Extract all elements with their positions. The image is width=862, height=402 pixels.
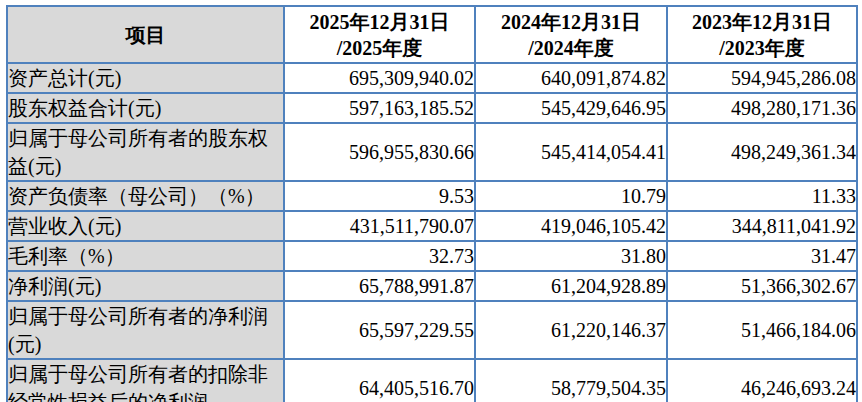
row-label: 资产总计(元) [7,63,284,93]
table-row-debt-ratio: 资产负债率（母公司）（%） 9.53 10.79 11.33 [7,181,857,211]
value-2024: 545,429,646.95 [475,93,667,123]
value-2025: 9.53 [284,181,475,211]
value-2024: 58,779,504.35 [475,359,667,402]
value-2023: 498,280,171.36 [667,93,857,123]
row-label: 归属于母公司所有者的股东权益(元) [7,123,284,181]
header-2024-line2: /2024年度 [476,35,666,61]
value-2023: 31.47 [667,241,857,271]
value-2025: 65,597,229.55 [284,301,475,359]
table-row-gross-margin: 毛利率（%） 32.73 31.80 31.47 [7,241,857,271]
row-label: 毛利率（%） [7,241,284,271]
header-2025: 2025年12月31日 /2025年度 [284,6,475,63]
value-2024: 10.79 [475,181,667,211]
row-label: 归属于母公司所有者的扣除非经常性损益后的净利润 [7,359,284,402]
header-2023-line2: /2023年度 [668,35,856,61]
value-2025: 32.73 [284,241,475,271]
header-2023-line1: 2023年12月31日 [668,9,856,35]
header-2023: 2023年12月31日 /2023年度 [667,6,857,63]
table-row-parent-equity: 归属于母公司所有者的股东权益(元) 596,955,830.66 545,414… [7,123,857,181]
row-label: 归属于母公司所有者的净利润(元) [7,301,284,359]
header-2025-line2: /2025年度 [285,35,474,61]
table-row-net-profit: 净利润(元) 65,788,991.87 61,204,928.89 51,36… [7,271,857,301]
value-2025: 431,511,790.07 [284,211,475,241]
header-2024: 2024年12月31日 /2024年度 [475,6,667,63]
row-label: 营业收入(元) [7,211,284,241]
table-row-revenue: 营业收入(元) 431,511,790.07 419,046,105.42 34… [7,211,857,241]
financial-summary-table: 项目 2025年12月31日 /2025年度 2024年12月31日 /2024… [6,5,858,402]
financial-summary-section: 项目 2025年12月31日 /2025年度 2024年12月31日 /2024… [0,0,862,402]
value-2024: 545,414,054.41 [475,123,667,181]
value-2024: 640,091,874.82 [475,63,667,93]
table-row-parent-net-profit: 归属于母公司所有者的净利润(元) 65,597,229.55 61,220,14… [7,301,857,359]
value-2023: 11.33 [667,181,857,211]
row-label: 股东权益合计(元) [7,93,284,123]
table-row-total-assets: 资产总计(元) 695,309,940.02 640,091,874.82 59… [7,63,857,93]
value-2025: 597,163,185.52 [284,93,475,123]
table-row-total-equity: 股东权益合计(元) 597,163,185.52 545,429,646.95 … [7,93,857,123]
value-2024: 61,220,146.37 [475,301,667,359]
value-2023: 498,249,361.34 [667,123,857,181]
table-header-row: 项目 2025年12月31日 /2025年度 2024年12月31日 /2024… [7,6,857,63]
value-2023: 594,945,286.08 [667,63,857,93]
value-2023: 46,246,693.24 [667,359,857,402]
row-label: 净利润(元) [7,271,284,301]
value-2023: 51,466,184.06 [667,301,857,359]
value-2024: 61,204,928.89 [475,271,667,301]
header-item-label: 项目 [126,24,166,46]
row-label: 资产负债率（母公司）（%） [7,181,284,211]
value-2025: 64,405,516.70 [284,359,475,402]
table-row-deducted-net-profit: 归属于母公司所有者的扣除非经常性损益后的净利润 64,405,516.70 58… [7,359,857,402]
value-2025: 695,309,940.02 [284,63,475,93]
value-2025: 65,788,991.87 [284,271,475,301]
header-2024-line1: 2024年12月31日 [476,9,666,35]
value-2023: 51,366,302.67 [667,271,857,301]
header-2025-line1: 2025年12月31日 [285,9,474,35]
header-item: 项目 [7,6,284,63]
value-2024: 419,046,105.42 [475,211,667,241]
value-2024: 31.80 [475,241,667,271]
value-2023: 344,811,041.92 [667,211,857,241]
value-2025: 596,955,830.66 [284,123,475,181]
